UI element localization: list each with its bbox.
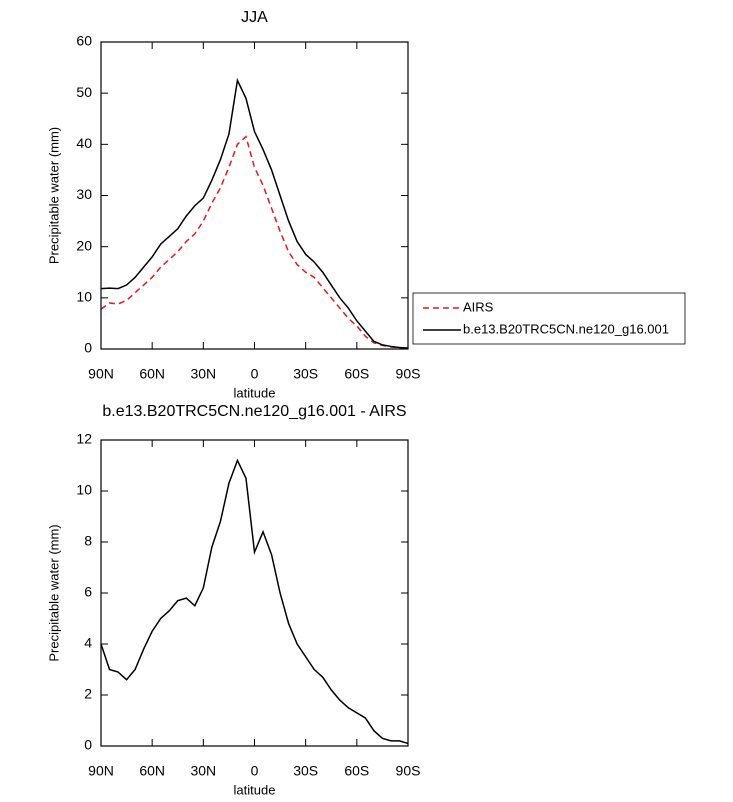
chart-title: JJA: [241, 9, 268, 26]
y-tick-label: 10: [76, 289, 92, 305]
y-tick-label: 6: [84, 584, 92, 600]
y-tick-label: 8: [84, 533, 92, 549]
y-tick-label: 50: [76, 84, 92, 100]
y-tick-label: 0: [84, 340, 92, 356]
x-axis-label: latitude: [234, 782, 276, 797]
y-tick-label: 4: [84, 635, 92, 651]
x-tick-label: 60N: [139, 366, 165, 382]
chart-title: b.e13.B20TRC5CN.ne120_g16.001 - AIRS: [102, 403, 406, 420]
x-tick-label: 60N: [139, 763, 165, 779]
x-tick-label: 90S: [396, 763, 421, 779]
x-tick-label: 90N: [88, 366, 114, 382]
y-tick-label: 60: [76, 33, 92, 49]
data-line: [100, 77, 409, 349]
y-tick-label: 40: [76, 135, 92, 151]
x-tick-label: 30N: [190, 763, 216, 779]
x-tick-label: 90S: [396, 366, 421, 382]
x-axis-label: latitude: [234, 385, 276, 400]
plot-frame: [100, 41, 409, 350]
x-tick-label: 30S: [293, 763, 318, 779]
y-tick-label: 0: [84, 737, 92, 753]
x-tick-label: 60S: [344, 763, 369, 779]
x-tick-label: 0: [251, 366, 259, 382]
y-tick-label: 10: [76, 482, 92, 498]
y-tick-label: 12: [76, 431, 92, 447]
y-tick-label: 30: [76, 186, 92, 202]
y-axis-label: Precipitable water (mm): [46, 524, 61, 661]
plot-frame: [100, 439, 409, 747]
legend-label: AIRS: [463, 299, 494, 314]
x-tick-label: 90N: [88, 763, 114, 779]
legend-box: [412, 292, 686, 345]
legend-label: b.e13.B20TRC5CN.ne120_g16.001: [463, 321, 669, 336]
data-line: [100, 458, 409, 745]
x-tick-label: 0: [251, 763, 259, 779]
y-tick-label: 2: [84, 686, 92, 702]
x-tick-label: 30N: [190, 366, 216, 382]
y-tick-label: 20: [76, 237, 92, 253]
x-tick-label: 30S: [293, 366, 318, 382]
data-line: [100, 135, 409, 350]
x-tick-label: 60S: [344, 366, 369, 382]
y-axis-label: Precipitable water (mm): [46, 127, 61, 264]
